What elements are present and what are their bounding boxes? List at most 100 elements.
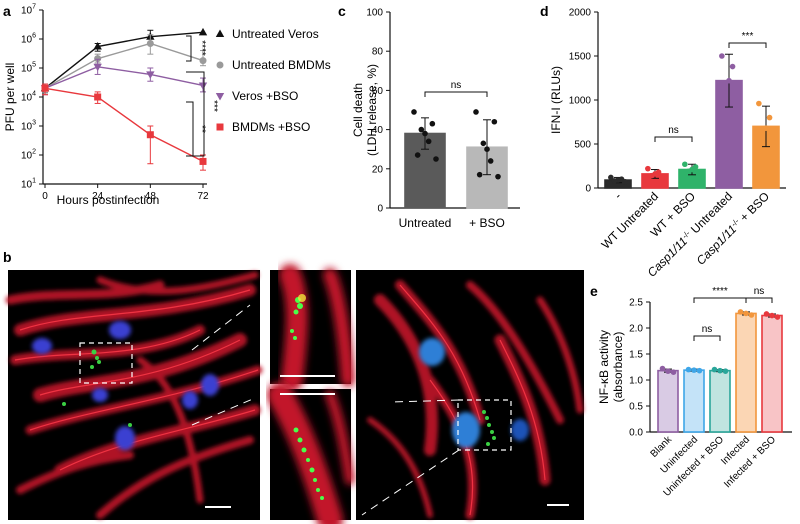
data-point <box>770 145 776 152</box>
data-point <box>476 171 483 178</box>
y-tick-label: 60 <box>372 86 384 97</box>
bar <box>735 312 757 433</box>
data-point <box>487 158 494 164</box>
y-tick-label: 0 <box>585 184 591 195</box>
y-tick-label: 80 <box>372 47 384 58</box>
sig-label: *** <box>208 100 219 112</box>
data-point <box>645 165 651 172</box>
x-tick-label: 72 <box>197 191 209 202</box>
y-tick-label: 105 <box>21 62 36 75</box>
data-point <box>729 63 736 70</box>
data-point <box>411 109 417 115</box>
x-tick-label: 24 <box>92 191 104 202</box>
data-point <box>711 366 718 373</box>
series-line <box>44 42 204 89</box>
data-point <box>484 146 490 152</box>
panel-label-a: a <box>3 3 11 19</box>
y-axis-label: Cell death <box>351 83 365 137</box>
data-point <box>659 365 666 372</box>
data-point <box>146 71 155 79</box>
y-tick-label: 104 <box>21 91 36 104</box>
panel-label-e: e <box>590 283 598 299</box>
data-point <box>198 27 208 36</box>
data-point <box>146 39 154 47</box>
data-point <box>722 368 729 374</box>
data-point <box>199 157 207 165</box>
series-line <box>44 31 204 89</box>
data-point <box>743 310 749 317</box>
x-axis-label: Hours postinfection <box>57 193 160 207</box>
micrograph-right <box>356 270 584 520</box>
y-tick-label: 0 <box>377 204 383 215</box>
y-tick-label: 1.5 <box>629 350 643 361</box>
data-point <box>93 63 102 72</box>
y-tick-label: 102 <box>21 149 36 162</box>
legend-label: Untreated Veros <box>232 27 319 41</box>
panel-b-micrographs <box>5 264 584 524</box>
sig-ns-bracket <box>654 136 693 142</box>
sig-ns-bracket <box>745 297 773 303</box>
x-tick-label: + BSO <box>469 216 505 230</box>
data-point <box>763 125 769 131</box>
data-point <box>94 93 102 101</box>
data-point <box>659 175 665 182</box>
y-axis-label: (absorbance) <box>611 332 625 403</box>
micrograph-inset-top <box>270 264 355 391</box>
sig-three-star-label: *** <box>742 31 754 42</box>
data-point <box>691 367 697 373</box>
y-tick-label: 1.0 <box>629 376 643 387</box>
data-point <box>146 131 154 139</box>
data-point <box>670 369 677 376</box>
data-point <box>433 156 439 162</box>
legend-label: Veros +BSO <box>232 89 298 103</box>
y-tick-label: 2.0 <box>629 324 643 335</box>
x-tick-label: WT Untreated <box>599 189 662 252</box>
data-point <box>717 367 723 374</box>
data-point <box>769 312 775 319</box>
panel-e-bar-chart: 0.00.51.01.52.02.5BlankUninfectedUninfec… <box>597 286 792 499</box>
x-tick-label: Untreated <box>399 216 452 230</box>
y-tick-label: 1500 <box>569 52 592 63</box>
sig-four-star-bracket <box>693 297 747 303</box>
data-point <box>422 130 428 137</box>
data-point <box>414 152 421 158</box>
y-axis-label: NF-κB activity <box>597 330 611 404</box>
y-axis-label: (LDH release, %) <box>365 64 379 156</box>
data-point <box>429 120 436 127</box>
sig-four-star-label: **** <box>712 286 728 297</box>
legend-marker <box>216 61 224 69</box>
y-tick-label: 2000 <box>569 8 592 19</box>
data-point <box>608 174 614 181</box>
sig-ns-bracket <box>424 91 488 97</box>
y-tick-label: 1000 <box>569 96 592 107</box>
data-point <box>748 312 755 318</box>
y-axis-label: PFU per well <box>3 63 17 132</box>
y-tick-label: 101 <box>21 178 36 191</box>
y-tick-label: 100 <box>366 8 383 19</box>
micrograph-left <box>5 270 263 520</box>
data-point <box>722 95 729 102</box>
panel-label-c: c <box>338 3 346 19</box>
data-point <box>696 367 703 374</box>
data-point <box>766 114 773 121</box>
data-point <box>685 366 692 373</box>
y-axis-label: IFN-I (RLUs) <box>549 66 563 134</box>
bar <box>709 369 731 433</box>
y-tick-label: 500 <box>574 140 591 151</box>
significance-brackets: ********* <box>186 35 219 157</box>
data-point <box>94 55 102 63</box>
sig-three-star-bracket <box>728 42 767 48</box>
sig-label: ** <box>196 125 207 133</box>
data-point <box>473 109 479 115</box>
y-tick-label: 2.5 <box>629 298 643 309</box>
data-point <box>199 57 207 65</box>
sig-bracket <box>186 101 194 157</box>
y-tick-label: 40 <box>372 125 384 136</box>
sig-ns-label: ns <box>754 286 765 297</box>
panel-label-b: b <box>3 249 12 265</box>
y-tick-label: 103 <box>21 120 36 133</box>
data-point <box>774 314 781 320</box>
x-tick-label: 48 <box>145 191 157 202</box>
